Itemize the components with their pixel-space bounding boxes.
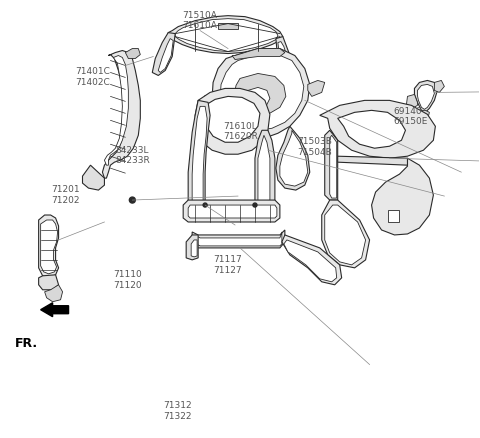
Polygon shape (325, 130, 338, 200)
Text: 71401C
71402C: 71401C 71402C (75, 67, 110, 87)
Polygon shape (407, 95, 418, 108)
Polygon shape (278, 42, 292, 75)
Polygon shape (322, 200, 370, 268)
Polygon shape (282, 235, 342, 285)
Polygon shape (414, 81, 437, 112)
Text: FR.: FR. (15, 337, 38, 350)
Polygon shape (192, 106, 207, 203)
Text: 69140
69150E: 69140 69150E (393, 107, 428, 126)
Polygon shape (152, 32, 175, 75)
Polygon shape (325, 205, 366, 265)
Polygon shape (284, 240, 336, 282)
Polygon shape (45, 285, 62, 302)
Polygon shape (158, 39, 173, 72)
Polygon shape (232, 49, 285, 60)
Polygon shape (195, 88, 270, 154)
Polygon shape (372, 158, 433, 235)
Polygon shape (125, 49, 140, 59)
Polygon shape (168, 16, 283, 53)
Circle shape (129, 197, 135, 203)
Polygon shape (203, 96, 260, 142)
Polygon shape (330, 135, 336, 198)
Polygon shape (276, 37, 296, 78)
Polygon shape (308, 81, 325, 96)
Text: 71503B
71504B: 71503B 71504B (298, 137, 332, 157)
Polygon shape (220, 54, 304, 130)
Text: 71510A
71610A: 71510A 71610A (182, 11, 217, 30)
Polygon shape (183, 200, 280, 222)
Polygon shape (255, 130, 275, 205)
Polygon shape (202, 95, 215, 112)
Polygon shape (434, 81, 444, 92)
Polygon shape (196, 232, 282, 246)
Polygon shape (41, 220, 58, 274)
Polygon shape (186, 235, 198, 260)
Polygon shape (212, 49, 310, 140)
Polygon shape (192, 230, 285, 248)
Text: 71201
71202: 71201 71202 (51, 185, 80, 205)
Polygon shape (338, 110, 406, 148)
Polygon shape (280, 130, 308, 186)
Polygon shape (418, 85, 434, 110)
FancyArrow shape (41, 303, 69, 317)
Polygon shape (387, 210, 399, 222)
Text: 71312
71322: 71312 71322 (164, 401, 192, 421)
Circle shape (203, 203, 207, 207)
Polygon shape (83, 165, 105, 190)
Polygon shape (175, 19, 278, 52)
Polygon shape (245, 88, 270, 110)
Polygon shape (102, 50, 140, 178)
Polygon shape (234, 74, 286, 117)
Polygon shape (320, 100, 435, 158)
Polygon shape (105, 56, 128, 165)
Polygon shape (418, 110, 430, 122)
Text: 71610L
71620R: 71610L 71620R (223, 122, 258, 141)
Polygon shape (338, 156, 408, 165)
Polygon shape (188, 100, 210, 205)
Polygon shape (39, 275, 59, 290)
Circle shape (253, 203, 257, 207)
Text: 84233L
84233R: 84233L 84233R (116, 146, 150, 166)
Text: 71117
71127: 71117 71127 (214, 255, 242, 275)
Polygon shape (188, 205, 277, 218)
Polygon shape (258, 135, 270, 203)
Text: 71110
71120: 71110 71120 (113, 270, 142, 290)
Polygon shape (276, 126, 310, 190)
Polygon shape (218, 23, 238, 28)
Polygon shape (39, 215, 59, 278)
Polygon shape (191, 240, 197, 257)
